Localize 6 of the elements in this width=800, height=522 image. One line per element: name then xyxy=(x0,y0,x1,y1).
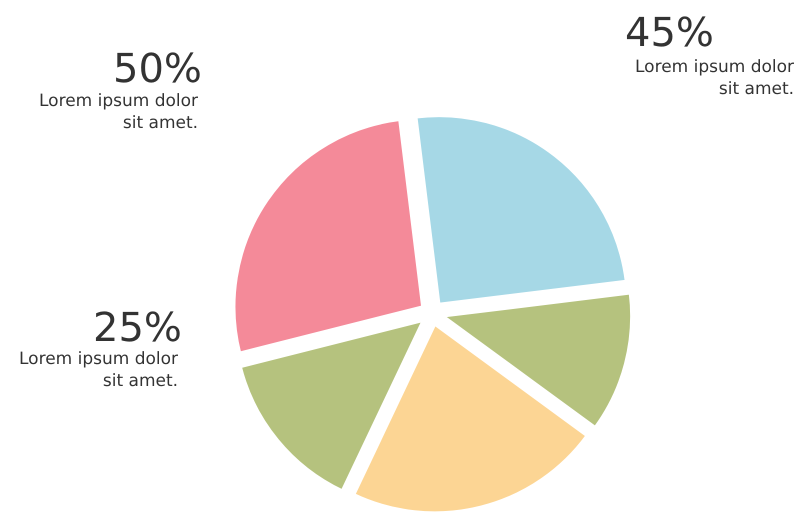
text: 45% xyxy=(625,10,714,56)
text: 25% xyxy=(93,305,182,351)
text: Lorem ipsum dolor sit amet. xyxy=(635,57,794,100)
text: 50% xyxy=(113,46,202,92)
text: Lorem ipsum dolor sit amet. xyxy=(19,349,178,392)
text: Lorem ipsum dolor sit amet. xyxy=(39,91,198,134)
